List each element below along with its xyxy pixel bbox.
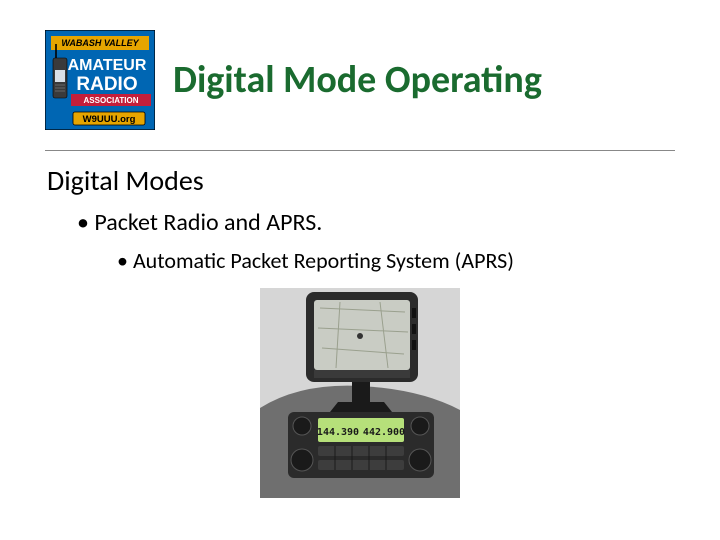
divider: [45, 150, 675, 151]
club-logo-svg: WABASH VALLEY AMATEUR RADIO ASSOCIATION …: [45, 30, 155, 130]
slide-title: Digital Mode Operating: [173, 57, 542, 103]
radio-right-freq: 442.900: [363, 427, 405, 438]
logo-top-text: WABASH VALLEY: [61, 38, 139, 48]
section-heading: Digital Modes: [47, 163, 675, 198]
header-row: WABASH VALLEY AMATEUR RADIO ASSOCIATION …: [45, 30, 675, 130]
radio-left-freq: 144.390: [317, 427, 359, 438]
aprs-device-svg: 144.390 442.900: [260, 288, 460, 498]
bullet-level1: Packet Radio and APRS.: [77, 208, 675, 237]
slide: WABASH VALLEY AMATEUR RADIO ASSOCIATION …: [0, 0, 720, 540]
logo-url-text: W9UUU.org: [83, 114, 136, 125]
logo-assoc-text: ASSOCIATION: [84, 96, 139, 105]
logo-main-line1: AMATEUR: [68, 57, 147, 74]
club-logo: WABASH VALLEY AMATEUR RADIO ASSOCIATION …: [45, 30, 155, 130]
aprs-device-photo: 144.390 442.900: [260, 288, 460, 498]
logo-main-line2: RADIO: [76, 74, 137, 95]
bullet-level2: Automatic Packet Reporting System (APRS): [117, 247, 675, 274]
aprs-photo-wrap: 144.390 442.900: [45, 288, 675, 498]
